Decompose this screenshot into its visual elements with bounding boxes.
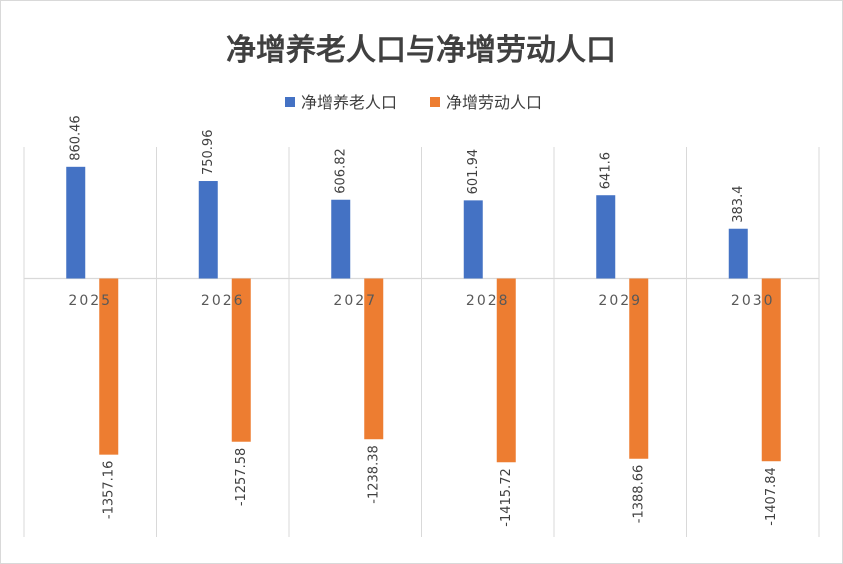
value-label-labor-2028: -1415.72 — [499, 468, 514, 526]
bar-labor-2027 — [364, 278, 384, 440]
bar-labor-2030 — [761, 278, 781, 462]
legend-label-labor: 净增劳动人口 — [446, 93, 542, 112]
category-label-2028: 2028 — [466, 293, 510, 309]
value-label-labor-2025: -1357.16 — [102, 461, 117, 519]
category-label-2025: 2025 — [68, 293, 112, 309]
value-label-labor-2026: -1257.58 — [234, 448, 249, 506]
chart-title: 净增养老人口与净增劳动人口 — [226, 33, 616, 68]
bar-pension-2026 — [198, 181, 218, 279]
legend: 净增养老人口 净增劳动人口 — [285, 93, 542, 112]
bar-pension-2028 — [463, 200, 483, 279]
legend-swatch-pension — [285, 97, 295, 107]
value-label-pension-2025: 860.46 — [69, 115, 84, 161]
bar-pension-2029 — [596, 195, 616, 279]
value-label-labor-2029: -1388.66 — [632, 465, 647, 523]
category-label-2027: 2027 — [333, 293, 377, 309]
value-label-pension-2030: 383.4 — [731, 186, 746, 223]
value-label-labor-2030: -1407.84 — [764, 467, 779, 525]
bars — [66, 166, 781, 463]
bar-pension-2025 — [66, 166, 86, 279]
bar-labor-2025 — [99, 278, 119, 455]
value-label-labor-2027: -1238.38 — [367, 445, 382, 503]
category-label-2026: 2026 — [201, 293, 245, 309]
legend-label-pension: 净增养老人口 — [301, 93, 397, 112]
value-labels: 860.46 -1357.16 750.96 -1257.58 606.82 -1238.… — [69, 115, 780, 526]
bar-pension-2027 — [331, 199, 351, 279]
value-label-pension-2027: 606.82 — [334, 148, 349, 194]
bar-labor-2028 — [496, 278, 516, 463]
bar-labor-2029 — [629, 278, 649, 459]
bar-labor-2026 — [231, 278, 251, 442]
value-label-pension-2026: 750.96 — [201, 130, 216, 176]
category-labels: 2025 2026 2027 2028 2029 2030 — [68, 293, 775, 309]
category-label-2029: 2029 — [598, 293, 642, 309]
value-label-pension-2028: 601.94 — [466, 149, 481, 195]
bar-pension-2030 — [728, 228, 748, 279]
category-label-2030: 2030 — [731, 293, 775, 309]
legend-swatch-labor — [430, 97, 440, 107]
value-label-pension-2029: 641.6 — [599, 152, 614, 189]
gridlines — [23, 147, 820, 537]
